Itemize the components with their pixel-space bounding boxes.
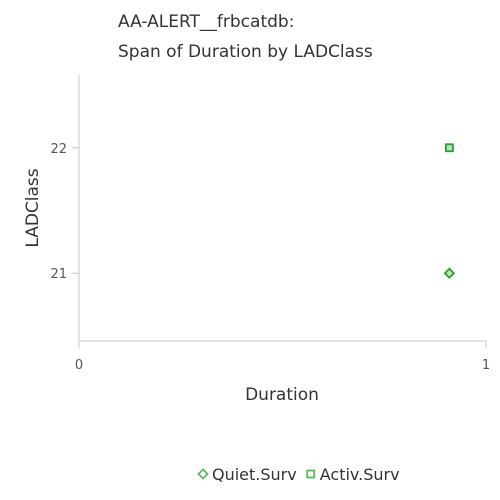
legend-marker: [306, 469, 316, 479]
chart-title-line-1: AA-ALERT__frbcatdb:: [118, 12, 294, 32]
y-tick-label: 22: [50, 142, 67, 157]
data-point: [444, 143, 454, 153]
data-point: [443, 267, 456, 280]
y-tick-label: 21: [50, 267, 67, 282]
x-axis-label: Duration: [245, 385, 319, 405]
legend-label: Activ.Surv: [320, 465, 400, 484]
legend-marker: [197, 468, 209, 480]
x-tick-label: 1: [482, 358, 490, 373]
chart-title: AA-ALERT__frbcatdb: Span of Duration by …: [118, 12, 373, 62]
chart-title-line-2: Span of Duration by LADClass: [118, 42, 373, 62]
x-tick-label: 0: [75, 358, 83, 373]
data-points: [443, 143, 456, 280]
legend: Quiet.Surv Activ.Surv: [197, 465, 400, 484]
legend-label: Quiet.Surv: [212, 465, 297, 484]
y-ticks: 21 22: [50, 142, 79, 282]
y-axis-label: LADClass: [23, 168, 43, 247]
